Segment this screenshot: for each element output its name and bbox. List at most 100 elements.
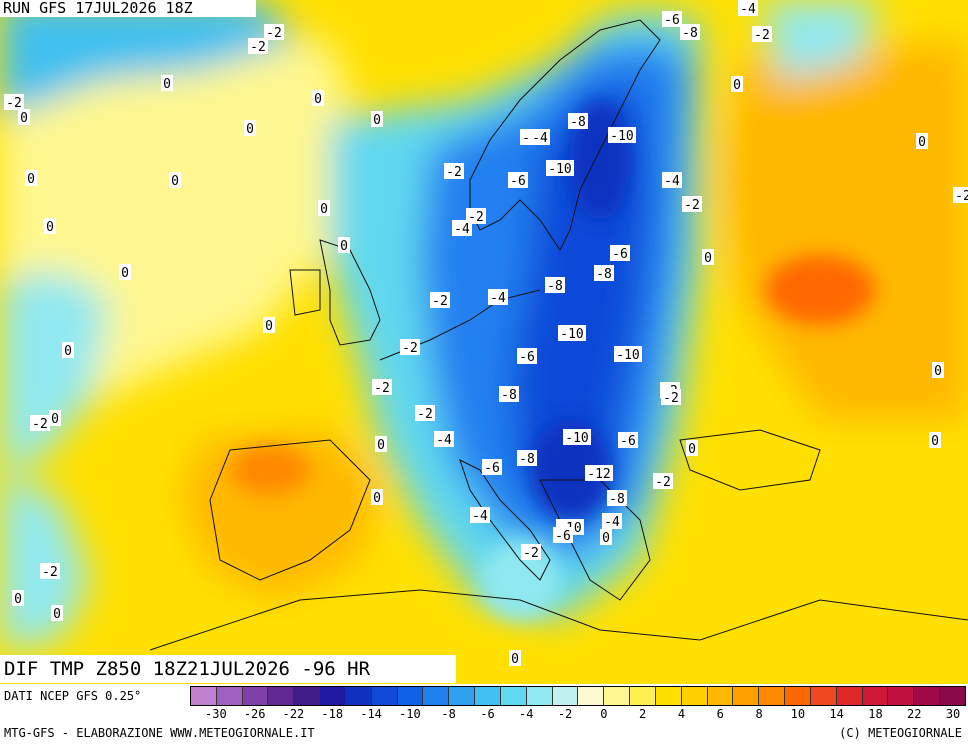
contour-label: -12 <box>585 465 613 482</box>
legend-tick-label: -22 <box>282 707 305 721</box>
contour-label: -2 <box>430 292 450 309</box>
contour-label-background <box>375 436 387 452</box>
legend-swatch <box>191 687 217 705</box>
contour-label: 0 <box>44 218 56 235</box>
contour-label-background <box>530 129 550 145</box>
coastline-black-sea <box>679 429 821 491</box>
contour-label-text: -4 <box>490 291 506 306</box>
contour-label-text: -2 <box>417 407 433 422</box>
contour-label-text: -6 <box>510 174 526 189</box>
legend-swatch <box>862 687 889 705</box>
legend-tick-label: -18 <box>321 707 344 721</box>
contour-label-text: 0 <box>171 174 179 189</box>
contour-label-background <box>916 133 928 149</box>
anomaly-hotspot-spain <box>230 445 310 495</box>
contour-label-text: -6 <box>484 461 500 476</box>
legend-swatch <box>940 687 965 705</box>
legend-swatch <box>681 687 708 705</box>
legend-swatch <box>268 687 295 705</box>
contour-label-text: -8 <box>570 115 586 130</box>
contour-label-background <box>553 527 573 543</box>
contour-label: -2 <box>372 379 392 396</box>
contour-label-background <box>546 160 574 176</box>
legend-swatch <box>242 687 269 705</box>
contour-label: -8 <box>545 277 565 294</box>
contour-label-text: -2 <box>42 565 58 580</box>
color-legend <box>190 686 966 706</box>
coastline-british-isles <box>319 239 381 346</box>
contour-label-background <box>488 289 508 305</box>
contour-label-text: 0 <box>340 239 348 254</box>
legend-tick-label: -10 <box>399 707 421 721</box>
legend-tick-label: 8 <box>755 707 763 721</box>
contour-label-text: -4 <box>604 515 620 530</box>
legend-swatch <box>449 687 476 705</box>
contour-label-background <box>338 237 350 253</box>
contour-label-text: -2 <box>6 96 22 111</box>
contour-label: 0 <box>702 249 714 266</box>
legend-tick-label: 22 <box>907 707 922 721</box>
contour-label-text: -8 <box>609 492 625 507</box>
contour-label-background <box>545 277 565 293</box>
contour-label: -2 <box>521 544 541 561</box>
contour-label-text: 0 <box>314 92 322 107</box>
contour-label-text: 0 <box>27 172 35 187</box>
anomaly-cool-spot-sicily <box>480 540 560 620</box>
contour-label-text: -2 <box>655 475 671 490</box>
contour-label-background <box>702 249 714 265</box>
contour-label: -8 <box>607 490 627 507</box>
contour-label: -2 <box>953 187 968 204</box>
contour-label-text: 0 <box>934 364 942 379</box>
contour-label-text: 0 <box>931 434 939 449</box>
contour-label-background <box>371 111 383 127</box>
contour-label-text: -6 <box>519 350 535 365</box>
contour-label: -6 <box>618 432 638 449</box>
legend-swatch <box>604 687 631 705</box>
contour-label-background <box>653 473 673 489</box>
coastline-ireland <box>289 269 321 316</box>
contour-label-background <box>400 339 420 355</box>
contour-label-text: -2 <box>32 417 48 432</box>
contour-label: -4 <box>662 172 682 189</box>
legend-tick-label: -30 <box>205 707 227 721</box>
contour-label-text: -2 <box>266 26 282 41</box>
contour-label: 0 <box>18 109 30 126</box>
contour-label: -6 <box>553 527 573 544</box>
contour-label-background <box>4 94 24 110</box>
contour-label-text: -6 <box>620 434 636 449</box>
contour-label: 0 <box>169 172 181 189</box>
contour-label-text: 0 <box>265 319 273 334</box>
contour-label: 0 <box>25 170 37 187</box>
contour-label-text: 0 <box>373 113 381 128</box>
contour-label-text: -2 <box>374 381 390 396</box>
contour-label-background <box>434 431 454 447</box>
contour-label-background <box>614 346 642 362</box>
legend-tick-label: -14 <box>360 707 382 721</box>
legend-tick-label: 10 <box>790 707 806 721</box>
contour-label: 0 <box>244 120 256 137</box>
contour-label-background <box>568 113 588 129</box>
contour-label-background <box>318 200 330 216</box>
contour-label-text: -6 <box>555 529 571 544</box>
legend-tick-label: 18 <box>868 707 883 721</box>
contour-label-background <box>929 432 941 448</box>
contour-label: 0 <box>932 362 944 379</box>
legend-swatch <box>810 687 837 705</box>
contour-label-text: -12 <box>587 467 610 482</box>
coastlines <box>149 19 968 651</box>
contour-label: 0 <box>318 200 330 217</box>
contour-label-text: -10 <box>565 431 588 446</box>
contour-label-background <box>161 75 173 91</box>
contour-label-text: -4 <box>740 2 756 17</box>
contour-label: 0 <box>929 432 941 449</box>
contour-label-background <box>602 513 622 529</box>
legend-tick-label: -26 <box>243 707 266 721</box>
contour-label: -10 <box>614 346 642 363</box>
contour-label-text: 0 <box>511 652 519 667</box>
contour-label: -6 <box>610 245 630 262</box>
contour-label: -2 <box>264 24 284 41</box>
contour-label-background <box>312 90 324 106</box>
contour-label-background <box>263 317 275 333</box>
contour-label-background <box>731 76 743 92</box>
contour-label-text: 0 <box>163 77 171 92</box>
